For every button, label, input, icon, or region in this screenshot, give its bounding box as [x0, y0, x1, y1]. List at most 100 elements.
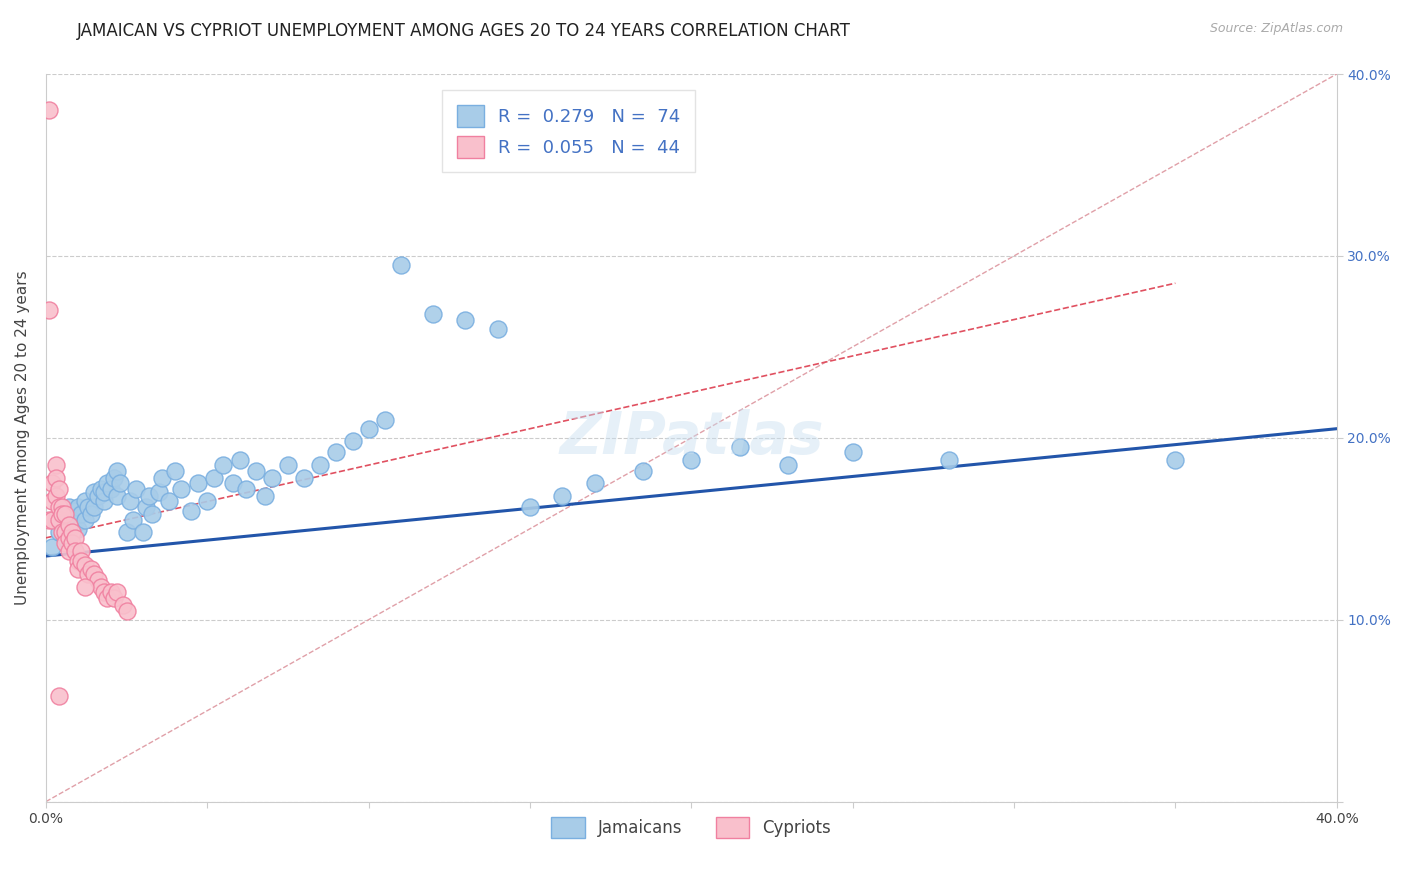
- Cypriots: [58, 543, 80, 558]
- Jamaicans: [86, 489, 108, 503]
- Cypriots: [70, 554, 93, 568]
- Text: JAMAICAN VS CYPRIOT UNEMPLOYMENT AMONG AGES 20 TO 24 YEARS CORRELATION CHART: JAMAICAN VS CYPRIOT UNEMPLOYMENT AMONG A…: [77, 22, 851, 40]
- Jamaicans: [254, 489, 277, 503]
- Jamaicans: [83, 500, 105, 514]
- Y-axis label: Unemployment Among Ages 20 to 24 years: Unemployment Among Ages 20 to 24 years: [15, 270, 30, 605]
- Jamaicans: [96, 476, 118, 491]
- Cypriots: [51, 507, 73, 521]
- Jamaicans: [245, 464, 267, 478]
- Jamaicans: [157, 494, 180, 508]
- Jamaicans: [41, 540, 63, 554]
- Jamaicans: [51, 507, 73, 521]
- Jamaicans: [122, 513, 145, 527]
- Jamaicans: [58, 525, 80, 540]
- Jamaicans: [73, 513, 96, 527]
- Jamaicans: [1164, 452, 1187, 467]
- Cypriots: [70, 543, 93, 558]
- Text: ZIPatlas: ZIPatlas: [560, 409, 824, 467]
- Jamaicans: [67, 500, 90, 514]
- Cypriots: [51, 525, 73, 540]
- Jamaicans: [163, 464, 186, 478]
- Cypriots: [48, 482, 70, 496]
- Jamaicans: [80, 507, 103, 521]
- Cypriots: [41, 476, 63, 491]
- Jamaicans: [63, 503, 86, 517]
- Jamaicans: [389, 258, 412, 272]
- Jamaicans: [132, 525, 155, 540]
- Cypriots: [41, 494, 63, 508]
- Jamaicans: [70, 507, 93, 521]
- Jamaicans: [103, 471, 125, 485]
- Jamaicans: [105, 464, 128, 478]
- Cypriots: [41, 513, 63, 527]
- Jamaicans: [235, 482, 257, 496]
- Cypriots: [100, 585, 122, 599]
- Legend: Jamaicans, Cypriots: Jamaicans, Cypriots: [544, 811, 838, 844]
- Cypriots: [58, 531, 80, 545]
- Cypriots: [38, 303, 60, 318]
- Cypriots: [93, 585, 115, 599]
- Cypriots: [63, 531, 86, 545]
- Jamaicans: [60, 513, 83, 527]
- Cypriots: [80, 562, 103, 576]
- Cypriots: [53, 507, 76, 521]
- Jamaicans: [187, 476, 209, 491]
- Jamaicans: [841, 445, 863, 459]
- Jamaicans: [195, 494, 218, 508]
- Cypriots: [73, 580, 96, 594]
- Cypriots: [58, 518, 80, 533]
- Cypriots: [38, 513, 60, 527]
- Jamaicans: [180, 503, 202, 517]
- Cypriots: [60, 536, 83, 550]
- Jamaicans: [519, 500, 541, 514]
- Cypriots: [115, 604, 138, 618]
- Cypriots: [73, 558, 96, 573]
- Jamaicans: [100, 482, 122, 496]
- Jamaicans: [222, 476, 245, 491]
- Jamaicans: [67, 522, 90, 536]
- Jamaicans: [58, 500, 80, 514]
- Jamaicans: [309, 458, 332, 472]
- Jamaicans: [105, 489, 128, 503]
- Cypriots: [103, 591, 125, 605]
- Jamaicans: [292, 471, 315, 485]
- Jamaicans: [202, 471, 225, 485]
- Jamaicans: [45, 513, 67, 527]
- Jamaicans: [681, 452, 703, 467]
- Cypriots: [60, 525, 83, 540]
- Cypriots: [48, 513, 70, 527]
- Jamaicans: [938, 452, 960, 467]
- Cypriots: [45, 489, 67, 503]
- Jamaicans: [260, 471, 283, 485]
- Jamaicans: [325, 445, 347, 459]
- Cypriots: [86, 573, 108, 587]
- Jamaicans: [115, 525, 138, 540]
- Jamaicans: [48, 525, 70, 540]
- Jamaicans: [228, 452, 250, 467]
- Jamaicans: [51, 518, 73, 533]
- Cypriots: [45, 471, 67, 485]
- Cypriots: [45, 458, 67, 472]
- Jamaicans: [125, 482, 148, 496]
- Jamaicans: [551, 489, 574, 503]
- Jamaicans: [73, 494, 96, 508]
- Cypriots: [53, 536, 76, 550]
- Cypriots: [38, 103, 60, 118]
- Cypriots: [90, 580, 112, 594]
- Cypriots: [53, 525, 76, 540]
- Jamaicans: [170, 482, 193, 496]
- Jamaicans: [53, 531, 76, 545]
- Jamaicans: [454, 312, 477, 326]
- Cypriots: [112, 598, 135, 612]
- Jamaicans: [422, 307, 444, 321]
- Cypriots: [96, 591, 118, 605]
- Cypriots: [48, 500, 70, 514]
- Cypriots: [67, 554, 90, 568]
- Cypriots: [63, 543, 86, 558]
- Jamaicans: [728, 440, 751, 454]
- Jamaicans: [583, 476, 606, 491]
- Cypriots: [83, 567, 105, 582]
- Jamaicans: [150, 471, 173, 485]
- Jamaicans: [342, 434, 364, 449]
- Cypriots: [105, 585, 128, 599]
